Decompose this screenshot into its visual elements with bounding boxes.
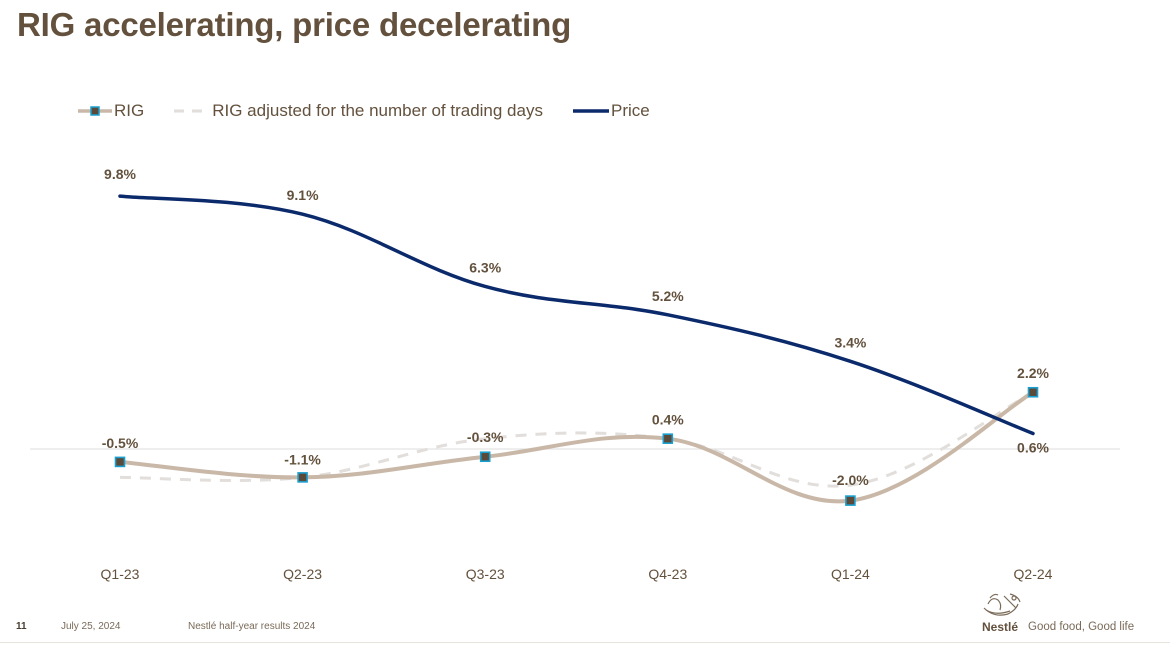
legend-label-price: Price [610, 101, 650, 120]
legend-label-rig: RIG [114, 101, 145, 120]
brand-wordmark: Nestlé [982, 620, 1019, 634]
rig-marker-q3-23 [479, 451, 491, 463]
footer-event: Nestlé half-year results 2024 [188, 621, 316, 632]
rig-marker-q2-23 [297, 472, 308, 483]
slide-title: RIG accelerating, price decelerating [17, 6, 572, 43]
rig-legend-swatch-icon [78, 106, 112, 116]
legend-label-rig-adjusted: RIG adjusted for the number of trading d… [212, 101, 543, 120]
rig-adjusted-legend-swatch-icon [174, 109, 211, 113]
x-tick-label-q3-23: Q3-23 [466, 566, 505, 582]
data-label-price-q1-23: 9.8% [104, 166, 136, 182]
data-label-rig-q1-23: -0.5% [102, 435, 139, 451]
rig-marker-q1-24 [845, 495, 856, 506]
data-label-price-q3-23: 6.3% [469, 259, 501, 275]
series-line-rig [119, 390, 1035, 504]
footer-divider [0, 642, 1170, 643]
data-label-price-q4-23: 5.2% [652, 288, 684, 304]
data-label-price-q2-23: 9.1% [287, 187, 319, 203]
legend-item-price: Price [572, 101, 650, 121]
x-tick-label-q2-23: Q2-23 [283, 566, 322, 582]
footer-date: July 25, 2024 [61, 621, 121, 632]
rig-marker-q2-24 [1027, 386, 1039, 398]
line-chart: 9.8% 9.1% 6.3% 5.2% 3.4% 0.6% -0.5% -1.1% -0.3% 0… [30, 166, 1120, 582]
brand-tagline: Good food, Good life [1028, 621, 1135, 633]
rig-marker-q4-23 [662, 433, 674, 444]
data-label-rig-q3-23: -0.3% [467, 429, 504, 445]
x-tick-label-q2-24: Q2-24 [1014, 566, 1053, 582]
data-label-price-q2-24: 0.6% [1017, 440, 1049, 456]
data-label-rig-q2-24: 2.2% [1017, 365, 1049, 381]
brand-block: Nestlé Good food, Good life [980, 590, 1150, 635]
data-label-rig-q1-24: -2.0% [832, 472, 869, 488]
x-tick-label-q1-23: Q1-23 [101, 566, 140, 582]
rig-marker-q1-23 [114, 456, 126, 468]
series-line-price [118, 194, 1035, 436]
nestle-nest-logo-icon [983, 593, 1021, 616]
page-number: 11 [16, 621, 27, 632]
legend-item-rig-adjusted: RIG adjusted for the number of trading d… [174, 101, 543, 121]
chart-legend: RIG RIG adjusted for the number of tradi… [78, 100, 680, 122]
legend-item-rig: RIG [78, 101, 144, 121]
x-tick-label-q1-24: Q1-24 [831, 566, 870, 582]
data-label-rig-q2-23: -1.1% [284, 451, 321, 467]
data-label-price-q1-24: 3.4% [834, 334, 866, 350]
x-tick-label-q4-23: Q4-23 [648, 566, 687, 582]
series-line-rig-adjusted [119, 390, 1034, 488]
price-legend-swatch-icon [572, 109, 609, 113]
data-label-rig-q4-23: 0.4% [652, 412, 684, 428]
